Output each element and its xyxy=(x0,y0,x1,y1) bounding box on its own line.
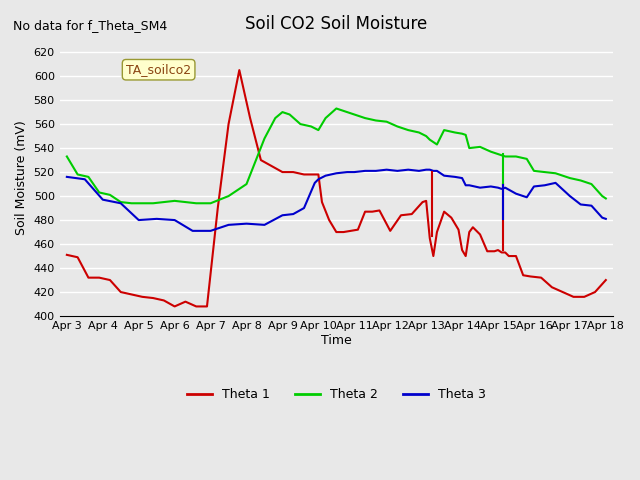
Title: Soil CO2 Soil Moisture: Soil CO2 Soil Moisture xyxy=(245,15,428,33)
Theta 1 xyxy=(602,277,610,283)
Text: No data for f_Theta_SM4: No data for f_Theta_SM4 xyxy=(13,19,167,32)
Theta 3 xyxy=(278,212,286,218)
X-axis label: Time: Time xyxy=(321,334,352,347)
Theta 2 xyxy=(465,145,473,151)
Theta 2 xyxy=(333,106,340,111)
Theta 1 xyxy=(361,209,369,215)
Theta 2 xyxy=(95,190,103,195)
Theta 1 xyxy=(63,252,70,258)
Theta 2 xyxy=(63,154,70,159)
Theta 3 xyxy=(314,176,322,182)
Theta 2 xyxy=(602,195,610,201)
Theta 1 xyxy=(257,157,265,163)
Theta 1 xyxy=(300,171,308,177)
Line: Theta 1: Theta 1 xyxy=(67,70,606,306)
Theta 3 xyxy=(602,216,610,222)
Theta 1 xyxy=(171,303,179,309)
Theta 3 xyxy=(383,167,390,172)
Line: Theta 2: Theta 2 xyxy=(67,108,606,203)
Theta 1 xyxy=(236,67,243,73)
Theta 1 xyxy=(498,250,506,255)
Theta 3 xyxy=(494,185,502,191)
Theta 3 xyxy=(465,182,473,188)
Theta 3 xyxy=(598,215,606,220)
Theta 2 xyxy=(260,136,268,142)
Legend: Theta 1, Theta 2, Theta 3: Theta 1, Theta 2, Theta 3 xyxy=(182,383,491,406)
Theta 1 xyxy=(117,289,125,295)
Theta 2 xyxy=(351,112,358,118)
Y-axis label: Soil Moisture (mV): Soil Moisture (mV) xyxy=(15,120,28,236)
Theta 3 xyxy=(63,174,70,180)
Theta 2 xyxy=(128,200,136,206)
Theta 3 xyxy=(322,173,330,179)
Theta 2 xyxy=(84,174,92,180)
Theta 1 xyxy=(354,227,362,232)
Theta 2 xyxy=(462,132,470,138)
Text: TA_soilco2: TA_soilco2 xyxy=(126,63,191,76)
Line: Theta 3: Theta 3 xyxy=(67,169,606,231)
Theta 3 xyxy=(189,228,196,234)
